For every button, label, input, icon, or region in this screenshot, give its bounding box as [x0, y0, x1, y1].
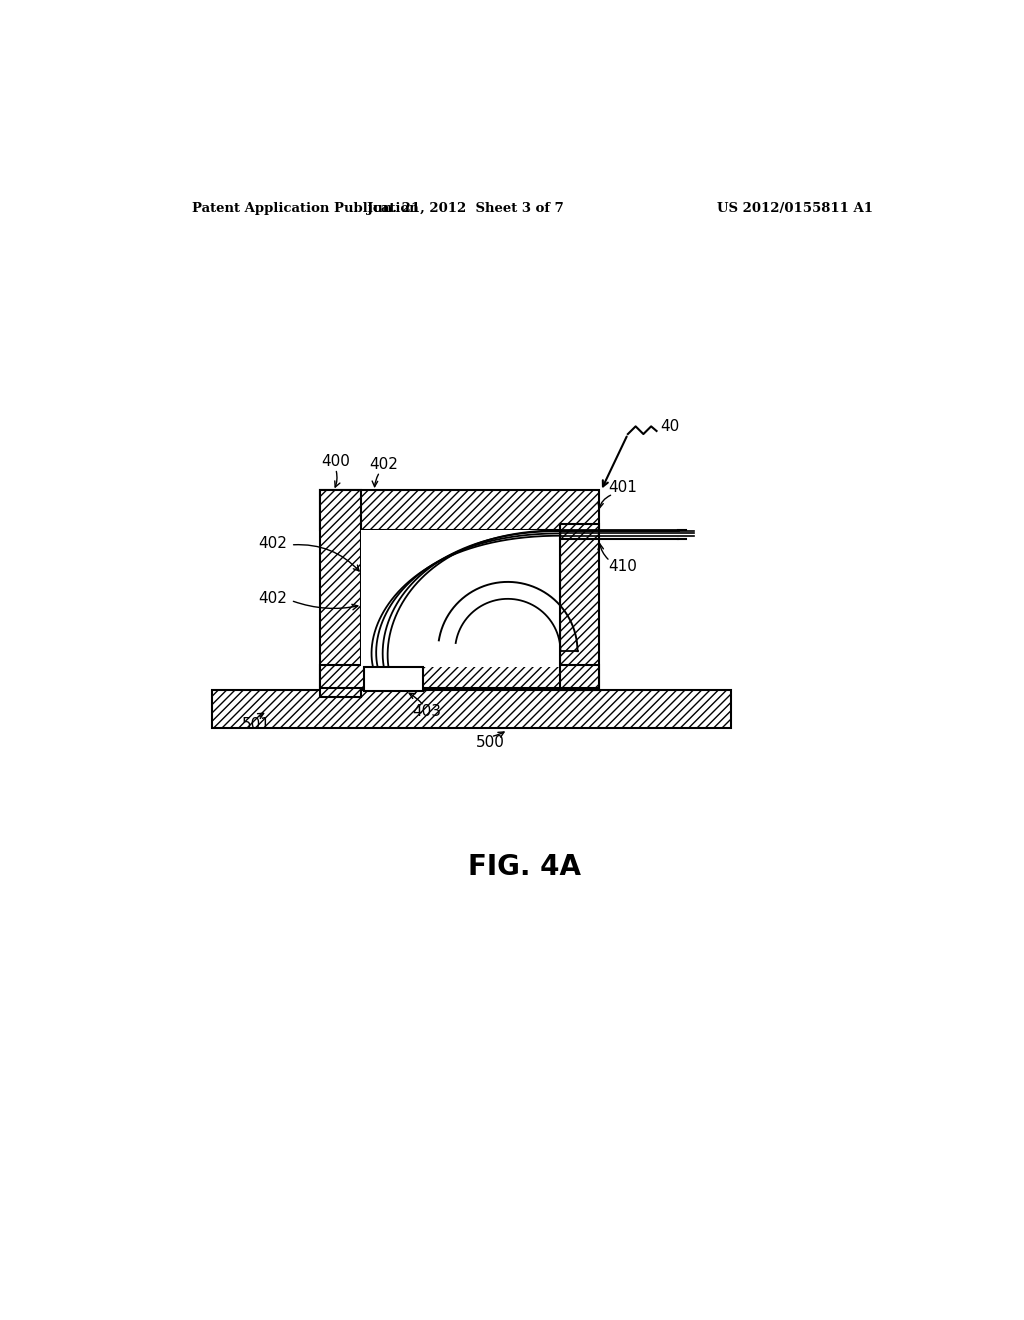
Bar: [321, 490, 360, 697]
Text: 402: 402: [258, 591, 287, 606]
Text: 40: 40: [660, 418, 680, 434]
Bar: [321, 665, 599, 688]
Text: 403: 403: [412, 704, 441, 719]
Text: 500: 500: [476, 734, 505, 750]
Text: 501: 501: [242, 717, 270, 731]
Bar: [321, 490, 599, 529]
Text: Patent Application Publication: Patent Application Publication: [191, 202, 418, 215]
Bar: [365, 667, 423, 692]
Text: 402: 402: [370, 457, 398, 473]
Text: FIG. 4A: FIG. 4A: [468, 853, 582, 880]
Text: 401: 401: [608, 480, 637, 495]
Bar: [360, 529, 560, 667]
Bar: [560, 524, 599, 689]
Text: 402: 402: [258, 536, 287, 550]
Text: 400: 400: [322, 454, 350, 470]
Text: Jun. 21, 2012  Sheet 3 of 7: Jun. 21, 2012 Sheet 3 of 7: [367, 202, 563, 215]
Bar: [212, 689, 731, 729]
Text: US 2012/0155811 A1: US 2012/0155811 A1: [717, 202, 873, 215]
Text: 410: 410: [608, 558, 637, 574]
